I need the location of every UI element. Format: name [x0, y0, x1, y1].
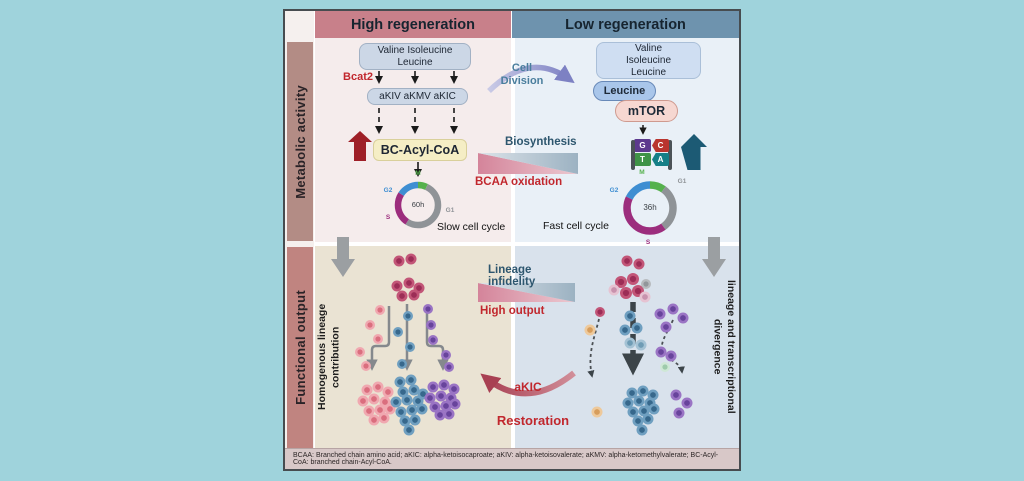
caption-text: BCAA: Branched chain amino acid; aKIC: a…: [293, 452, 719, 466]
phase-label-g2-fast: G2: [609, 187, 619, 194]
bcaa-oxidation-label: BCAA oxidation: [475, 176, 563, 188]
cell-cycle-ring-slow: [394, 181, 442, 229]
header-high-label: High regeneration: [350, 16, 476, 33]
mixed-cluster-pale: [608, 284, 651, 303]
header-low-regeneration: Low regeneration: [512, 11, 739, 38]
header-corner: [285, 11, 314, 38]
up-arrow-red-icon: [348, 131, 372, 161]
green-cell: [660, 362, 670, 372]
dna-post-left: [631, 140, 635, 170]
sidebar-metabolic-activity: Metabolic activity: [287, 42, 313, 241]
lineage-tree-high: [355, 253, 461, 436]
sidebar-functional-label: Functional output: [292, 290, 308, 405]
stem-cells-top: [393, 253, 417, 267]
pink-lineage-cluster: [357, 381, 396, 426]
purple-path-cells: [654, 303, 689, 362]
phase-label-m-fast: M: [639, 169, 645, 176]
bcaa-pool-box-low: Valine Isoleucine Leucine: [596, 42, 701, 79]
leucine-pill: Leucine: [593, 81, 656, 101]
blue-bottom-cluster: [622, 385, 660, 436]
phase-label-m-slow: M: [415, 170, 421, 177]
mixed-cluster-gray: [641, 279, 651, 289]
flow-arrows-low: [639, 125, 647, 135]
phase-label-g1-fast: G1: [677, 178, 687, 185]
blue-path-cells: [619, 310, 643, 336]
base-c: C: [652, 139, 669, 152]
stem-cells-top-low: [621, 255, 645, 270]
mixed-cluster-crimson: [615, 273, 644, 299]
akic-label: aKIC: [514, 380, 542, 394]
phase-label-g1-slow: G1: [445, 207, 455, 214]
lineage-tree-low: [584, 255, 693, 436]
pink-lineage-cells: [355, 305, 385, 371]
fast-cell-cycle-label: Fast cell cycle: [543, 220, 609, 232]
dna-post-right: [668, 140, 672, 170]
cell-cycle-ring-fast: [623, 181, 677, 235]
divergence-label: lineage and transcriptional divergence: [711, 280, 737, 414]
bcaa-pool-box-high: Valine Isoleucine Leucine: [359, 43, 471, 70]
header-high-regeneration: High regeneration: [315, 11, 511, 38]
phase-label-s-fast: S: [645, 239, 651, 246]
bcat2-enzyme-label: Bcat2: [343, 71, 373, 83]
base-a: A: [652, 153, 669, 166]
phase-label-s-slow: S: [385, 214, 391, 221]
blue-path-cells-faded: [624, 337, 647, 351]
lineage-infidelity-label: Lineage infidelity: [488, 264, 536, 288]
header-low-label: Low regeneration: [565, 16, 686, 33]
stem-cell-cluster: [391, 277, 425, 302]
restoration-label: Restoration: [496, 413, 570, 428]
blue-lineage-cells: [393, 311, 415, 369]
up-arrow-teal-icon: [681, 134, 707, 170]
biosynthesis-label: Biosynthesis: [505, 136, 577, 148]
orange-cells: [584, 324, 603, 418]
cycle-duration-fast: 36h: [643, 203, 657, 212]
flow-arrows-high: [375, 71, 458, 177]
bc-acyl-coa-box: BC-Acyl-CoA: [373, 139, 467, 161]
cell-division-label: Cell Division: [500, 62, 544, 88]
figure-panel: High regeneration Low regeneration Metab…: [283, 9, 741, 471]
sidebar-functional-output: Functional output: [287, 247, 313, 448]
base-t: T: [634, 153, 651, 166]
blue-lineage-cluster: [390, 374, 429, 436]
keto-acids-box: aKIV aKMV aKIC: [367, 88, 468, 105]
purple-bottom-cells: [670, 389, 693, 419]
slow-cell-cycle-label: Slow cell cycle: [437, 221, 506, 233]
base-g: G: [634, 139, 651, 152]
figure-caption: BCAA: Branched chain amino acid; aKIC: a…: [285, 448, 739, 469]
purple-lineage-cluster: [424, 379, 461, 421]
sidebar-metabolic-label: Metabolic activity: [292, 84, 308, 199]
high-output-label: High output: [480, 305, 545, 317]
mtor-pill: mTOR: [615, 100, 678, 122]
phase-label-g2-slow: G2: [383, 187, 393, 194]
purple-lineage-cells: [423, 304, 454, 372]
stray-red-cell: [595, 307, 605, 317]
cycle-duration-slow: 60h: [411, 200, 425, 209]
